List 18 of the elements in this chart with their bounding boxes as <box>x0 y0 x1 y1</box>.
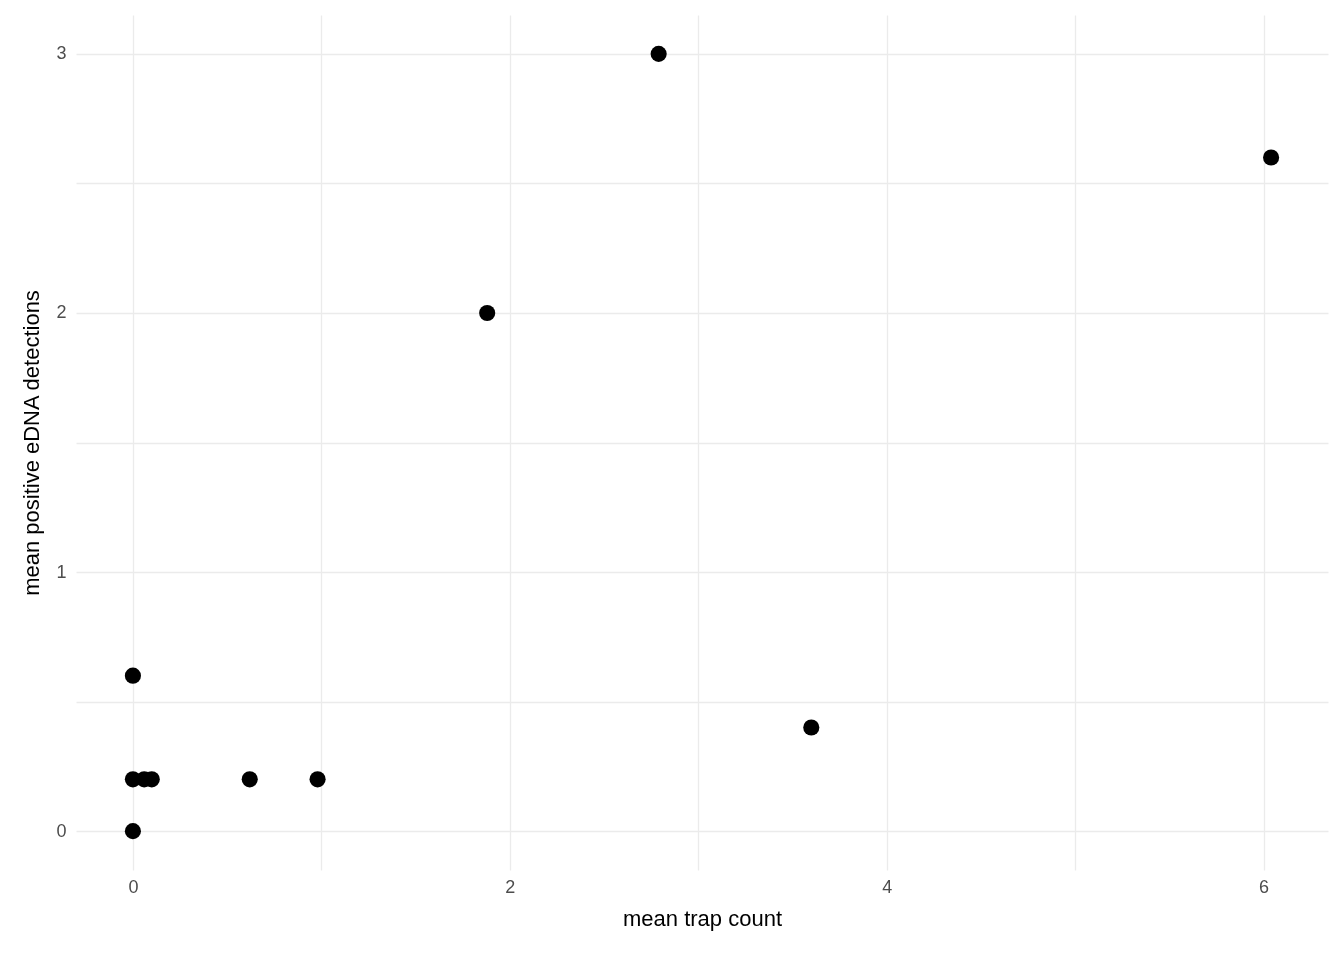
x-tick-label: 4 <box>882 876 893 897</box>
point <box>124 823 141 840</box>
point <box>1263 149 1280 166</box>
point <box>124 667 141 684</box>
point <box>479 304 496 321</box>
x-tick-label: 6 <box>1259 876 1270 897</box>
point <box>241 771 258 788</box>
y-tick-label: 0 <box>56 820 67 841</box>
y-tick-label: 1 <box>56 561 67 582</box>
point <box>650 45 667 62</box>
x-tick-label: 0 <box>128 876 139 897</box>
point <box>309 771 326 788</box>
point <box>803 719 820 736</box>
y-tick-label: 2 <box>56 302 67 323</box>
y-axis-title: mean positive eDNA detections <box>19 290 45 596</box>
y-tick-label: 3 <box>56 43 67 64</box>
x-axis-title: mean trap count <box>623 905 782 931</box>
x-tick-label: 2 <box>505 876 516 897</box>
